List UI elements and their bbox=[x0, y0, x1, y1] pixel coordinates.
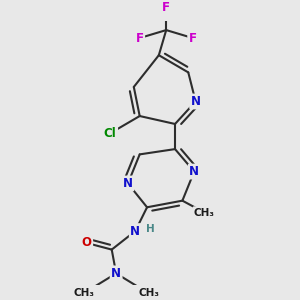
Text: Cl: Cl bbox=[104, 127, 117, 140]
Text: O: O bbox=[82, 236, 92, 250]
Text: F: F bbox=[162, 1, 170, 14]
Text: N: N bbox=[123, 177, 133, 190]
Text: N: N bbox=[130, 225, 140, 238]
Text: F: F bbox=[189, 32, 197, 44]
Text: CH₃: CH₃ bbox=[138, 288, 159, 298]
Text: N: N bbox=[111, 267, 121, 280]
Text: CH₃: CH₃ bbox=[194, 208, 215, 218]
Text: N: N bbox=[190, 95, 201, 108]
Text: N: N bbox=[189, 165, 199, 178]
Text: CH₃: CH₃ bbox=[73, 288, 94, 298]
Text: F: F bbox=[136, 32, 144, 44]
Text: H: H bbox=[146, 224, 155, 234]
